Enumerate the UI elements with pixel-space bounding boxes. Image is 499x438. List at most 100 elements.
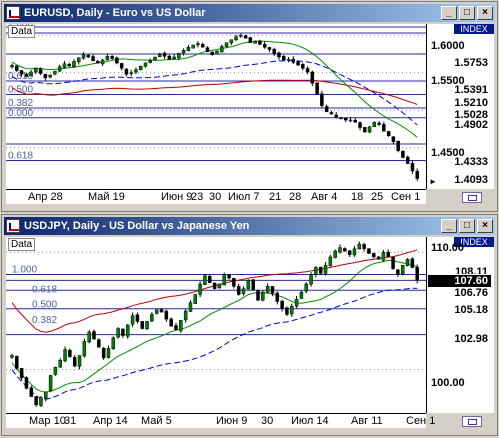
candlestick (67, 64, 71, 67)
close-button[interactable]: × (477, 6, 493, 20)
candlestick (150, 314, 154, 322)
eurusd-data-label: Data (8, 25, 36, 38)
candlestick (310, 71, 315, 84)
candlestick (97, 339, 101, 348)
candlestick (222, 274, 226, 286)
eurusd-x-label: Апр 28 (28, 191, 63, 203)
candlestick (57, 66, 62, 72)
candlestick (217, 283, 222, 289)
candlestick (410, 162, 415, 172)
usdjpy-window-title: USDJPY, Daily - US Dollar vs Japanese Ye… (24, 220, 250, 232)
candlestick (333, 250, 337, 258)
close-button[interactable]: × (477, 219, 493, 233)
candlestick (158, 53, 162, 58)
candlestick (186, 47, 191, 52)
candlestick (96, 61, 100, 64)
candlestick (205, 47, 210, 53)
candlestick (314, 267, 318, 275)
eurusd-current-price-tag: 1.4093 (428, 174, 491, 187)
candlestick (169, 318, 173, 327)
candlestick (19, 70, 24, 75)
candlestick (229, 39, 234, 44)
candlestick (159, 309, 164, 313)
candlestick (286, 59, 291, 61)
candlestick (200, 43, 205, 48)
candlestick (410, 258, 415, 268)
candlestick (296, 61, 300, 66)
candlestick (100, 59, 105, 65)
eurusd-chart-window[interactable]: EURUSD, Daily - Euro vs US Dollar _ □ × … (1, 1, 498, 212)
fibonacci-level-label: 0.382 (8, 98, 33, 109)
candlestick (381, 252, 386, 261)
minimize-button[interactable]: _ (441, 219, 457, 233)
candlestick (44, 391, 48, 399)
eurusd-x-label: Июн 9 (161, 191, 193, 203)
candlestick (110, 56, 114, 59)
eurusd-time-axis: Апр 28 Май 19 Июн 9 23 30 Июл 7 21 28 Ав… (6, 189, 426, 204)
candlestick (179, 320, 183, 331)
usdjpy-title-bar[interactable]: USDJPY, Daily - US Dollar vs Japanese Ye… (4, 217, 495, 235)
eurusd-price-tag: 1.5391 (428, 84, 491, 97)
candlestick (48, 375, 53, 392)
candlestick (62, 63, 67, 68)
candlestick (352, 248, 357, 256)
candlestick (267, 47, 272, 50)
maximize-button[interactable]: □ (459, 219, 475, 233)
usdjpy-chart-window[interactable]: USDJPY, Daily - US Dollar vs Japanese Ye… (1, 214, 498, 436)
candlestick (318, 266, 323, 274)
eurusd-price-scale[interactable]: INDEX 1.6000 1.5500 1.4500 1.5753 1.5391… (426, 24, 494, 189)
candlestick (367, 126, 372, 133)
usdjpy-scale-toggle-button[interactable] (462, 416, 482, 427)
usdjpy-current-price-tag: 107.60 (428, 275, 491, 288)
candlestick (29, 71, 33, 77)
candlestick (236, 286, 241, 295)
candlestick (220, 46, 224, 53)
candlestick (86, 55, 91, 58)
eurusd-index-label: INDEX (454, 24, 494, 34)
candlestick (305, 68, 310, 73)
candlestick (58, 359, 62, 368)
eurusd-x-label: 21 (269, 191, 282, 203)
candlestick (15, 356, 19, 369)
candlestick (111, 337, 116, 349)
candlestick (239, 35, 243, 37)
usdjpy-x-label: 30 (261, 415, 274, 427)
candlestick (405, 259, 410, 266)
candlestick (212, 282, 217, 289)
eurusd-scale-toggle-button[interactable] (462, 192, 482, 203)
eurusd-title-bar[interactable]: EURUSD, Daily - Euro vs US Dollar _ □ × (4, 4, 495, 22)
candlestick (183, 310, 188, 321)
candlestick (234, 36, 238, 41)
candlestick (164, 310, 169, 320)
candlestick (232, 277, 236, 287)
eurusd-x-label: 28 (289, 191, 302, 203)
candlestick (415, 170, 419, 179)
candlestick (81, 54, 86, 59)
usdjpy-price-tag: 105.18 (428, 304, 491, 317)
usdjpy-x-label: 31 (64, 415, 77, 427)
usdjpy-plot-area[interactable]: 1.000 0.618 0.500 0.382 Data (6, 237, 426, 413)
usdjpy-x-label: Июн 9 (216, 415, 248, 427)
maximize-button[interactable]: □ (459, 6, 475, 20)
usdjpy-price-tag: 102.98 (428, 333, 491, 346)
candlestick (92, 331, 96, 340)
minimize-button[interactable]: _ (441, 6, 457, 20)
candlestick (130, 315, 135, 325)
candlestick (135, 314, 140, 322)
candlestick (265, 286, 270, 293)
candlestick (372, 122, 377, 127)
usdjpy-price-scale[interactable]: INDEX 110.00 100.00 108.11 107.60 106.76… (426, 237, 494, 413)
candlestick (224, 42, 229, 47)
fibonacci-level-label: 0.500 (32, 300, 57, 311)
candlestick (347, 250, 352, 255)
candlestick (258, 40, 262, 45)
candlestick (262, 43, 267, 48)
candlestick (34, 396, 38, 406)
chart-window-icon (6, 6, 20, 20)
candlestick (386, 251, 390, 258)
candlestick (357, 243, 362, 250)
candlestick (299, 291, 304, 299)
moving-average-line (11, 40, 418, 138)
candlestick (386, 131, 391, 137)
